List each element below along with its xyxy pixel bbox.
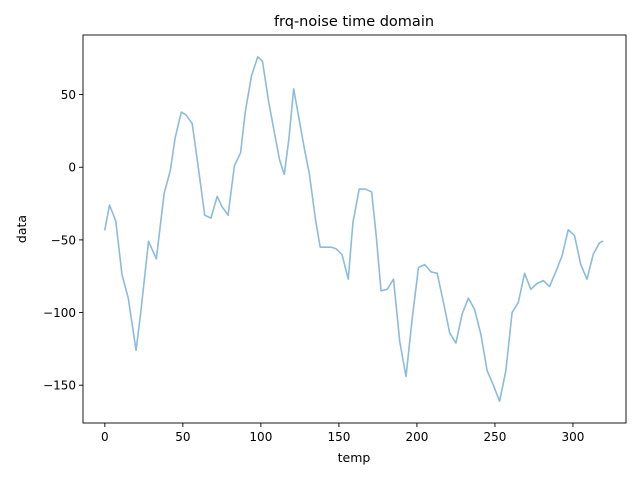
y-tick-label: −50 (51, 233, 76, 247)
chart-title: frq-noise time domain (274, 14, 434, 30)
y-tick-label: −100 (43, 306, 76, 320)
plot-frame (82, 34, 627, 424)
x-tick-label: 50 (175, 430, 190, 444)
x-tick-label: 250 (483, 430, 506, 444)
y-tick-label: 0 (68, 161, 76, 175)
x-tick-label: 0 (101, 430, 109, 444)
y-axis-label: data (14, 215, 29, 243)
x-axis-label: temp (338, 450, 371, 465)
plot-area (82, 34, 627, 424)
y-axis: 50 0 −50 −100 −150 (43, 88, 83, 393)
x-tick-label: 150 (327, 430, 350, 444)
series-line-0 (104, 55, 604, 403)
x-tick-label: 300 (561, 430, 584, 444)
y-tick-label: −150 (43, 379, 76, 393)
x-axis: 0 50 100 150 200 250 300 (101, 423, 584, 444)
x-tick-label: 200 (405, 430, 428, 444)
y-tick-label: 50 (61, 88, 76, 102)
x-tick-label: 100 (249, 430, 272, 444)
